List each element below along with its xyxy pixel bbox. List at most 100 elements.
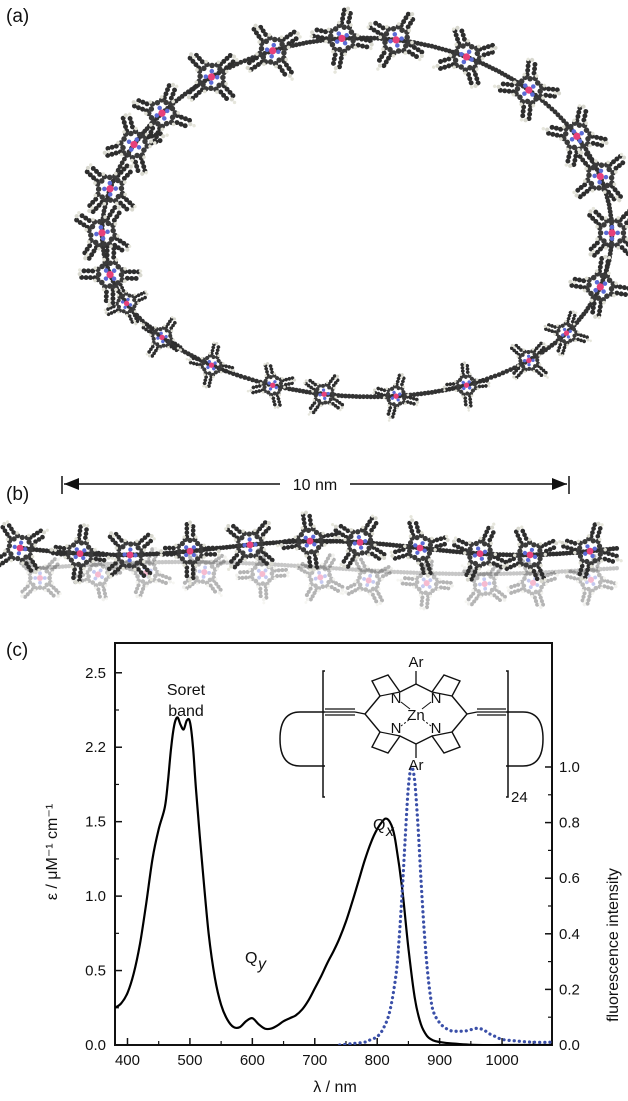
aryl-atom — [415, 524, 420, 530]
chain-atom — [101, 208, 107, 214]
hydrogen-atom — [464, 600, 468, 604]
hydrogen-atom — [133, 310, 137, 313]
nitrogen-atom — [312, 542, 317, 547]
chain-atom — [559, 569, 565, 574]
aryl-atom — [90, 199, 96, 205]
aryl-atom — [585, 601, 590, 606]
hydrogen-atom — [300, 511, 304, 515]
core-atom — [396, 386, 401, 391]
hydrogen-atom — [248, 578, 252, 582]
core-atom — [48, 571, 53, 576]
aryl-atom — [71, 571, 77, 576]
core-atom — [308, 549, 315, 555]
aryl-atom — [466, 597, 471, 602]
core-atom — [97, 581, 103, 587]
nitrogen-atom — [396, 398, 400, 402]
hydrogen-atom — [200, 356, 204, 360]
hydrogen-atom — [530, 57, 535, 62]
nitrogen-atom — [12, 544, 17, 550]
nitrogen-atom — [522, 91, 527, 96]
aryl-atom — [113, 143, 119, 149]
chain-atom — [379, 569, 384, 574]
core-atom — [518, 78, 525, 84]
aryl-atom — [32, 562, 38, 568]
core-atom — [144, 581, 149, 587]
hydrogen-atom — [381, 47, 385, 52]
aryl-atom — [400, 553, 406, 559]
hydrogen-atom — [606, 160, 610, 165]
hydrogen-atom — [393, 383, 397, 386]
aryl-atom — [169, 551, 174, 557]
aryl-atom — [160, 579, 165, 584]
hydrogen-atom — [138, 269, 143, 273]
nitrogen-atom — [585, 544, 590, 549]
aryl-atom — [325, 556, 331, 561]
aryl-atom — [373, 520, 379, 526]
aryl-atom — [509, 590, 514, 595]
core-atom — [108, 236, 115, 242]
aryl-atom — [337, 400, 342, 405]
chain-atom — [298, 563, 304, 569]
aryl-atom — [93, 556, 99, 562]
chain-atom — [375, 394, 381, 400]
aryl-atom — [193, 62, 199, 68]
core-atom — [370, 586, 376, 592]
hydrogen-atom — [445, 538, 450, 543]
aryl-atom — [104, 252, 110, 258]
nitrogen-atom — [598, 168, 604, 174]
hydrogen-atom — [345, 6, 351, 11]
nitrogen-atom — [358, 545, 364, 550]
aryl-atom — [590, 215, 596, 221]
aryl-atom — [254, 55, 259, 61]
nitrogen-atom — [38, 580, 42, 585]
hydrogen-atom — [617, 198, 622, 203]
core-atom — [89, 223, 96, 230]
aryl-atom — [195, 362, 199, 366]
nitrogen-atom — [111, 276, 117, 282]
nitrogen-atom — [422, 548, 427, 553]
hydrogen-atom — [135, 539, 139, 543]
aryl-atom — [231, 532, 237, 538]
aryl-atom — [424, 605, 430, 610]
chain-atom — [500, 552, 506, 558]
nitrogen-atom — [122, 552, 127, 557]
hydrogen-atom — [329, 556, 333, 560]
aryl-atom — [303, 563, 308, 568]
aryl-atom — [547, 540, 552, 546]
hydrogen-atom — [614, 281, 618, 286]
aryl-atom — [434, 544, 440, 549]
hydrogen-atom — [122, 130, 126, 134]
hydrogen-atom — [540, 591, 544, 595]
aryl-atom — [190, 524, 196, 529]
chain-atom — [234, 372, 240, 378]
nitrogen-atom — [100, 575, 104, 580]
aryl-atom — [331, 402, 335, 406]
core-atom — [121, 293, 126, 298]
core-atom — [128, 541, 134, 547]
core-atom — [472, 587, 478, 592]
nitrogen-atom — [583, 551, 588, 556]
hydrogen-atom — [142, 155, 146, 160]
core-atom — [427, 542, 434, 548]
aryl-atom — [541, 346, 546, 350]
aryl-atom — [342, 526, 347, 531]
core-atom — [196, 579, 201, 584]
hydrogen-atom — [603, 254, 608, 260]
right-y-axis-title: fluorescence intensity — [605, 868, 622, 1022]
chain-atom — [238, 373, 244, 379]
aryl-atom — [84, 169, 90, 175]
hydrogen-atom — [531, 347, 535, 351]
hydrogen-atom — [442, 385, 446, 389]
aryl-atom — [277, 400, 282, 404]
aryl-atom — [329, 379, 333, 384]
nitrogen-atom — [399, 36, 404, 41]
hydrogen-atom — [104, 311, 108, 315]
core-atom — [567, 323, 572, 328]
aryl-atom — [525, 63, 531, 69]
aryl-atom — [110, 300, 116, 306]
aryl-atom — [103, 298, 109, 304]
aryl-atom — [512, 562, 517, 568]
hydrogen-atom — [435, 63, 440, 69]
aryl-atom — [28, 568, 34, 573]
aryl-atom — [486, 525, 491, 531]
